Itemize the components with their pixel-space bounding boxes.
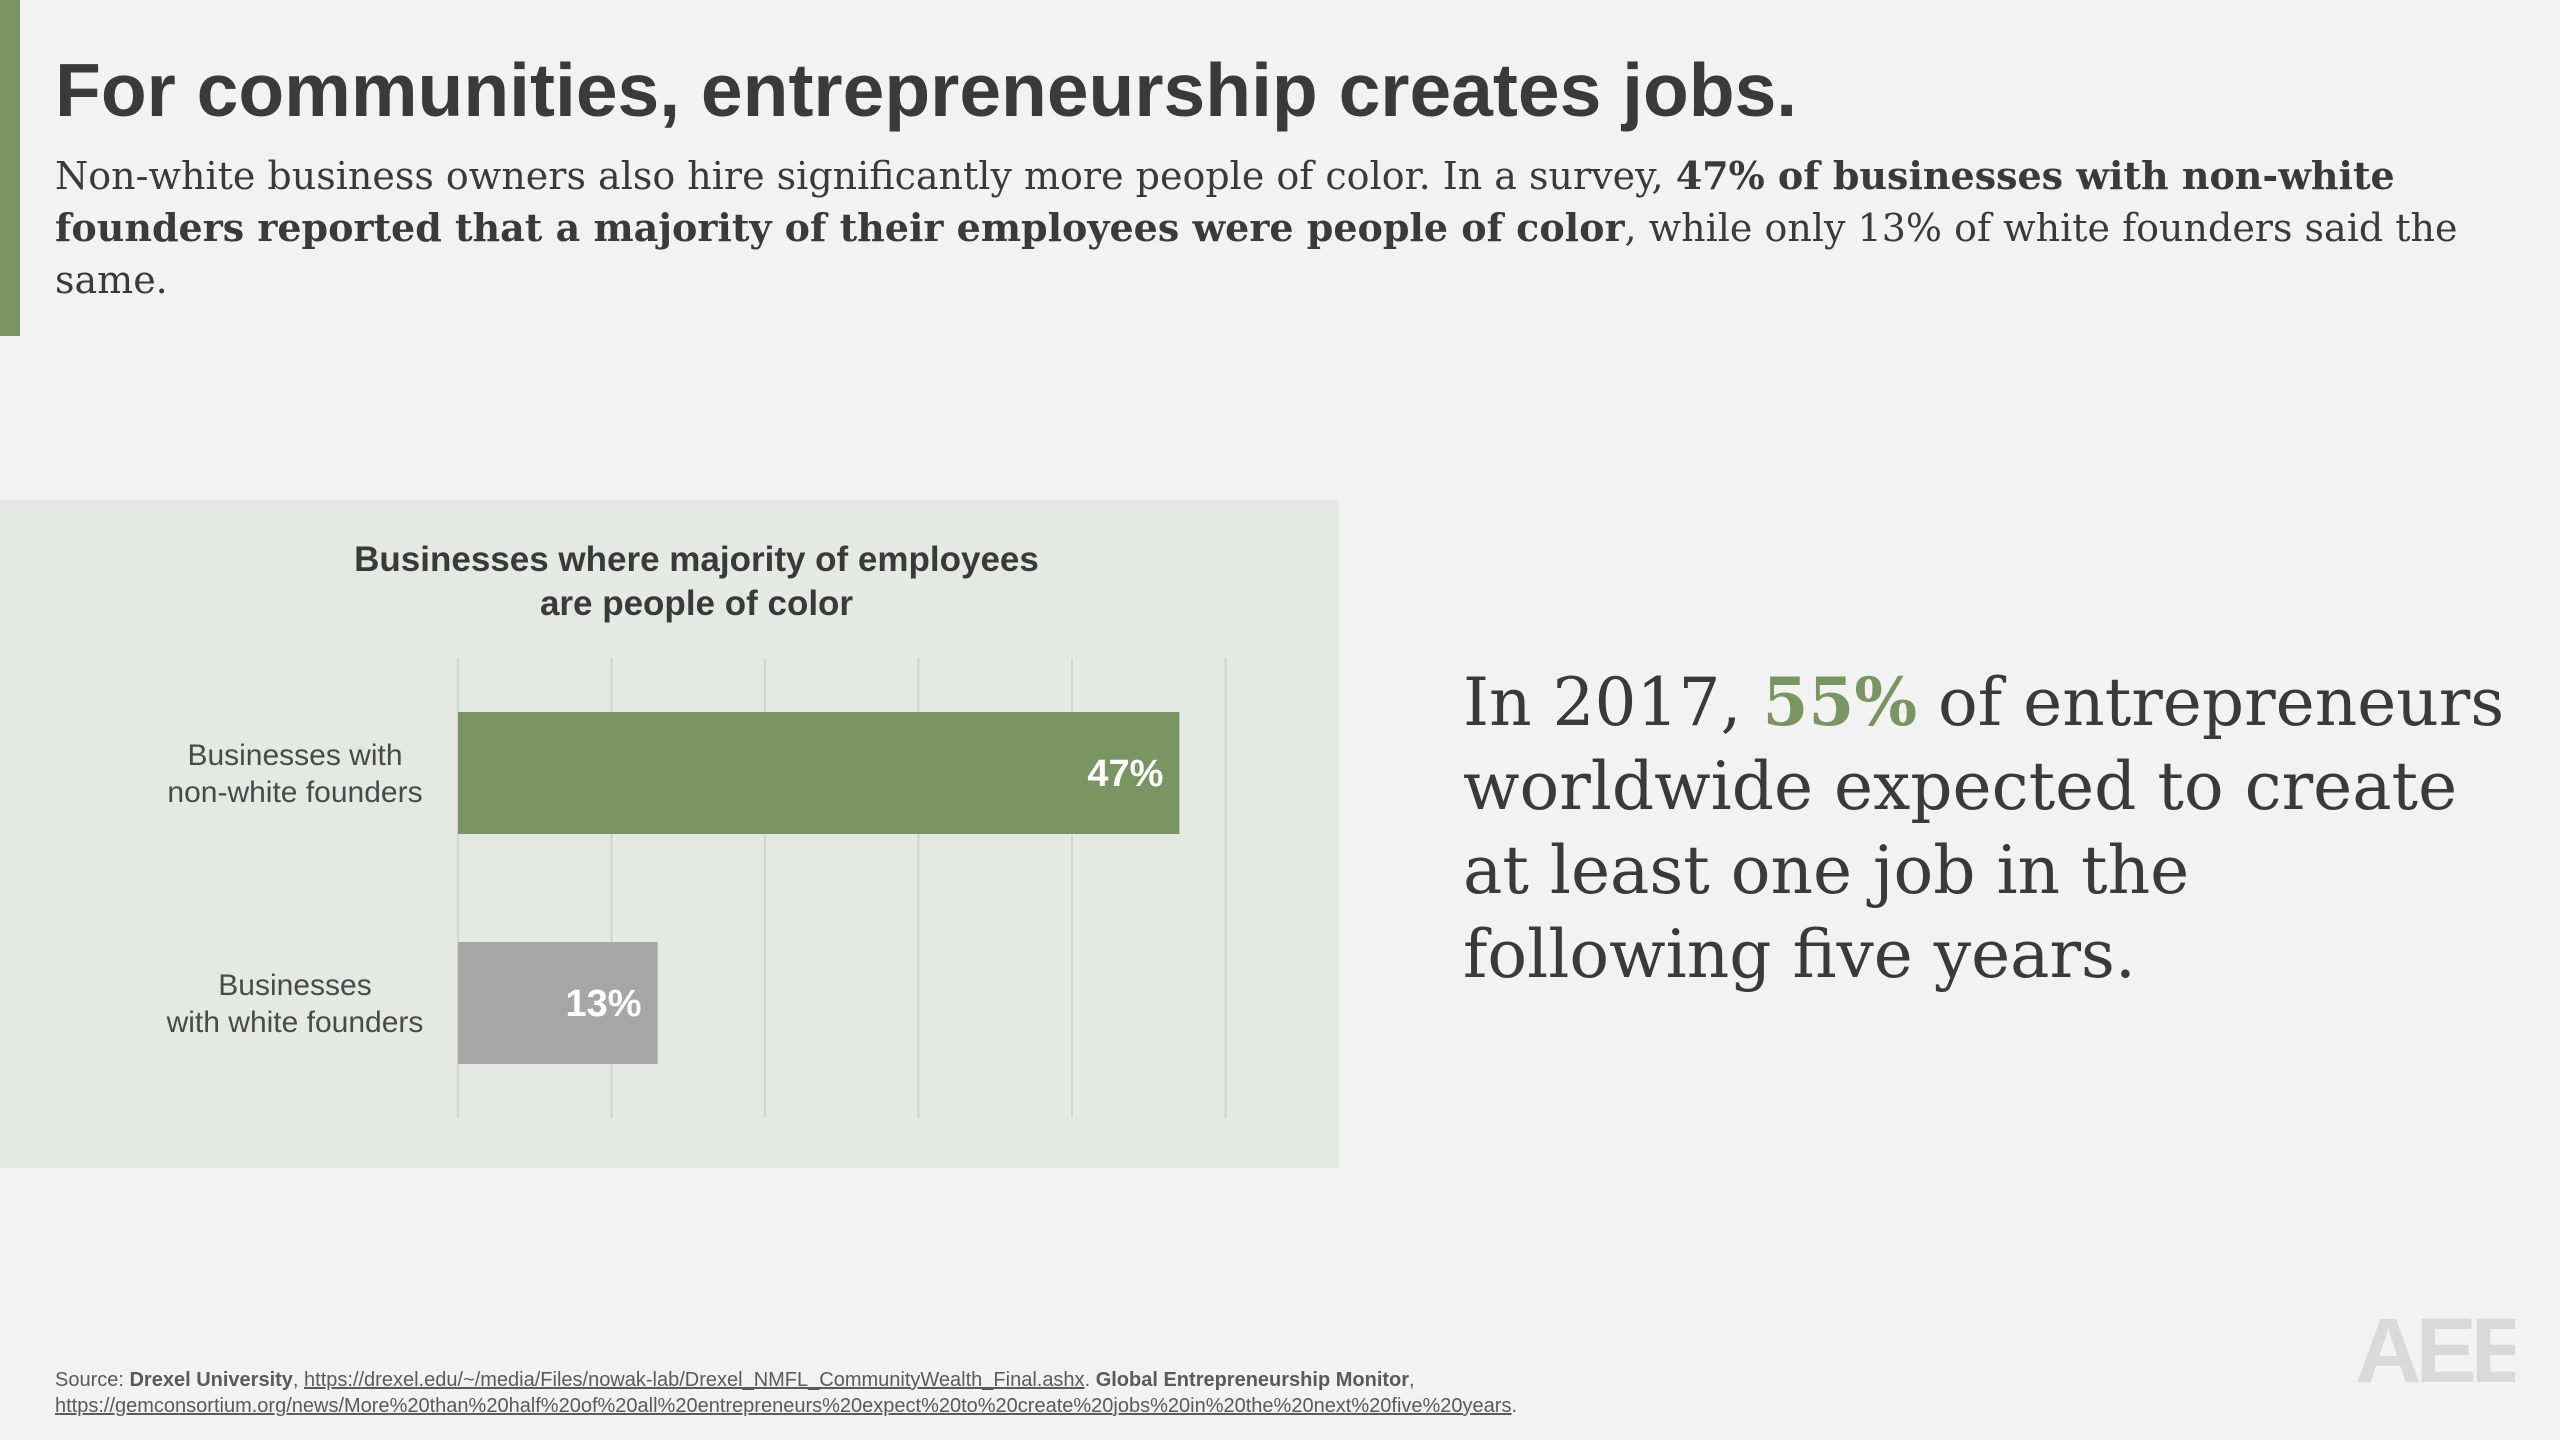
chart-panel: Businesses where majority of employees a… — [0, 500, 1339, 1168]
callout-highlight: 55% — [1762, 663, 1918, 741]
source-link-gem[interactable]: https://gemconsortium.org/news/More%20th… — [55, 1395, 1512, 1417]
category-label: with white founders — [166, 1006, 424, 1039]
source-citation: Source: Drexel University, https://drexe… — [55, 1367, 2355, 1419]
chart-title-line: are people of color — [539, 584, 854, 623]
callout-text-2: of entrepreneurs worldwide expected to c… — [1463, 664, 2505, 993]
page-title: For communities, entrepreneurship create… — [55, 48, 1798, 132]
intro-highlight: 47% of businesses with non-white founder… — [55, 153, 2395, 250]
aee-logo: AEE — [2355, 1310, 2515, 1390]
intro-text-1: Non-white business owners also hire sign… — [55, 154, 1676, 198]
category-label: Businesses with — [187, 739, 402, 772]
source-org-drexel: Drexel University — [129, 1369, 293, 1391]
data-label: 47% — [1087, 753, 1163, 795]
source-line-1: Source: Drexel University, https://drexe… — [55, 1367, 2355, 1393]
chart-title-line: Businesses where majority of employees — [354, 540, 1039, 579]
callout-text: In 2017, 55% of entrepreneurs worldwide … — [1463, 660, 2513, 997]
bar — [458, 712, 1180, 834]
source-separator: , — [1409, 1369, 1415, 1391]
source-org-gem: Global Entrepreneurship Monitor — [1095, 1369, 1410, 1391]
source-separator: , — [292, 1369, 305, 1391]
accent-bar — [0, 0, 20, 336]
intro-text-2: , while only 13% of white founders said … — [55, 206, 2458, 302]
source-separator: . — [1084, 1369, 1096, 1391]
intro-paragraph: Non-white business owners also hire sign… — [55, 150, 2475, 306]
bar — [458, 942, 658, 1064]
data-label: 13% — [565, 983, 641, 1025]
category-label: Businesses — [218, 969, 371, 1002]
bar-chart: 47% Businesses with non-white founders 13% B… — [166, 658, 1227, 1118]
source-separator: . — [1511, 1395, 1518, 1417]
chart-title: Businesses where majority of employees a… — [0, 538, 1393, 626]
logo-text: AEE — [2355, 1310, 2515, 1390]
source-line-2: https://gemconsortium.org/news/More%20th… — [55, 1393, 2355, 1419]
source-label: Source: — [55, 1369, 130, 1391]
callout-text-1: In 2017, — [1463, 664, 1763, 741]
source-link-drexel[interactable]: https://drexel.edu/~/media/Files/nowak-l… — [304, 1369, 1085, 1391]
category-label: non-white founders — [167, 776, 422, 809]
